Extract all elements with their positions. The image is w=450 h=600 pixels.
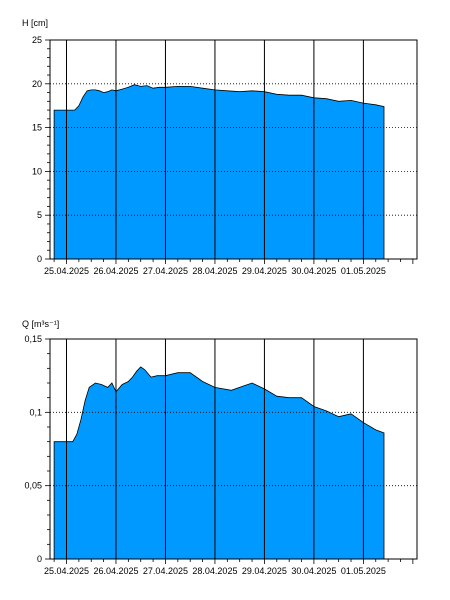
- x-tick-label: 01.05.2025: [341, 266, 386, 276]
- y-tick-label: 0,05: [24, 481, 42, 491]
- x-tick-label: 28.04.2025: [192, 566, 237, 576]
- y-tick-label: 0,15: [24, 334, 42, 344]
- y-tick-label: 25: [32, 35, 42, 45]
- x-tick-label: 29.04.2025: [242, 266, 287, 276]
- x-tick-label: 27.04.2025: [143, 266, 188, 276]
- x-tick-label: 26.04.2025: [93, 566, 138, 576]
- x-tick-label: 30.04.2025: [291, 266, 336, 276]
- y-axis-label: H [cm]: [22, 18, 48, 28]
- chart-2: Q [m³s⁻¹] 0 0,05 0,1 0,15 25.04.2025 26.04.202…: [22, 319, 418, 576]
- y-axis-label: Q [m³s⁻¹]: [22, 319, 59, 329]
- x-tick-label: 29.04.2025: [242, 566, 287, 576]
- x-tick-label: 28.04.2025: [192, 266, 237, 276]
- x-tick-label: 27.04.2025: [143, 566, 188, 576]
- data-area: [53, 366, 385, 560]
- y-tick-label: 5: [37, 210, 42, 220]
- y-tick-label: 0: [37, 254, 42, 264]
- x-tick-label: 30.04.2025: [291, 566, 336, 576]
- plot-frame: [49, 39, 418, 260]
- data-area: [53, 84, 385, 260]
- y-tick-label: 20: [32, 79, 42, 89]
- y-tick-label: 0,1: [29, 407, 42, 417]
- x-tick-label: 25.04.2025: [44, 266, 89, 276]
- x-tick-label: 01.05.2025: [341, 566, 386, 576]
- chart-1: H [cm] 0 5 10 15 20 25 25.04.2025 26.04.2025 27.0…: [22, 18, 418, 276]
- y-tick-label: 10: [32, 166, 42, 176]
- y-tick-label: 15: [32, 123, 42, 133]
- plot-frame: [49, 338, 418, 560]
- x-tick-label: 25.04.2025: [44, 566, 89, 576]
- x-tick-label: 26.04.2025: [93, 266, 138, 276]
- y-tick-label: 0: [37, 554, 42, 564]
